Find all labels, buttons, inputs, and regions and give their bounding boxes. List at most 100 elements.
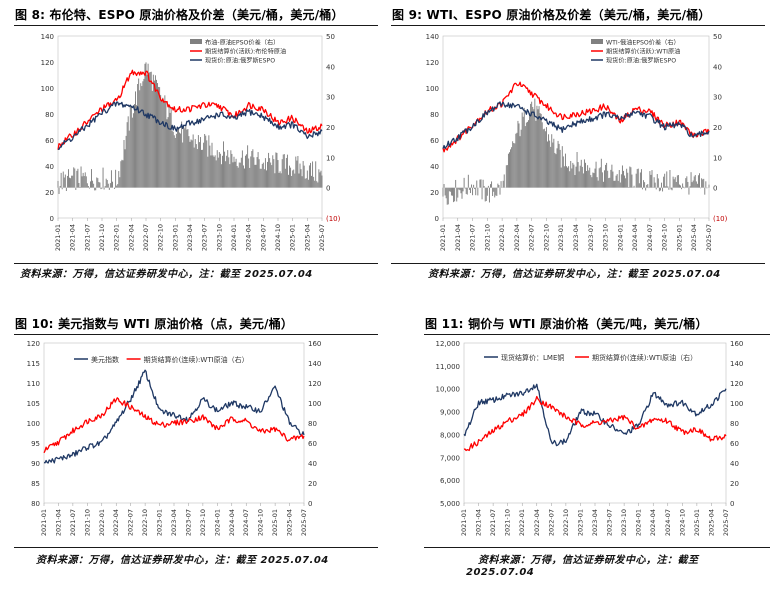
spread-bar [531, 101, 533, 188]
spread-bar [181, 121, 183, 188]
spread-bar [167, 117, 169, 188]
spread-bar [626, 168, 628, 188]
left-axis-tick-label: 120 [27, 340, 40, 348]
spread-bar [619, 182, 621, 188]
spread-bar [484, 187, 486, 202]
spread-bar [176, 127, 178, 188]
spread-bar [97, 178, 99, 188]
spread-bar [681, 187, 683, 190]
legend-label: 现货结算价：LME铜 [501, 353, 564, 362]
spread-bar [614, 180, 616, 188]
spread-bar [578, 171, 580, 188]
spread-bar [180, 133, 182, 188]
spread-bar [621, 165, 623, 188]
spread-bar [550, 146, 552, 188]
x-axis-tick-label: 2025-07 [300, 509, 308, 536]
spread-bar [255, 164, 257, 188]
spread-bar [198, 142, 200, 188]
spread-bar [182, 142, 184, 188]
spread-bar [256, 157, 258, 188]
spread-bar [595, 161, 597, 188]
x-axis-tick-label: 2023-01 [171, 224, 179, 251]
spread-bar [222, 155, 223, 188]
spread-bar [453, 187, 455, 203]
spread-bar [573, 164, 575, 188]
figure-8-chart: 0 20 40 60 80 100 120 140 (10) 0 10 20 30 40 50 2021-01… [41, 33, 341, 251]
figure-11-chart: 5,000 6,000 7,000 8,000 9,000 10,000 11,000 12,… [436, 340, 744, 536]
x-axis-tick-label: 2024-04 [649, 509, 657, 536]
right-axis-tick-label: 10 [713, 154, 722, 162]
x-axis-tick-label: 2023-10 [620, 509, 628, 536]
spread-bar [285, 157, 287, 188]
x-axis-tick-label: 2023-10 [199, 509, 207, 536]
spread-bar [158, 86, 160, 188]
figure-8-title-rule [14, 25, 378, 26]
x-axis-tick-label: 2022-07 [547, 509, 555, 536]
spread-bar [583, 159, 585, 188]
x-axis-tick-label: 2021-01 [439, 224, 447, 251]
right-axis-tick-label: 20 [308, 480, 317, 488]
left-axis-tick-label: 20 [430, 189, 439, 197]
spread-bar [509, 152, 510, 188]
spread-bar [655, 187, 657, 190]
spread-bar [245, 155, 246, 188]
x-axis-tick-label: 2025-07 [722, 509, 730, 536]
spread-bar [522, 116, 524, 188]
spread-bar [188, 136, 190, 188]
spread-bar [572, 162, 574, 188]
figure-8-bottom-rule [14, 263, 378, 264]
spread-bar [79, 187, 81, 188]
figure-10-title: 图 10: 美元指数与 WTI 原油价格（点，美元/桶） [15, 315, 293, 332]
spread-bar [108, 187, 110, 190]
spread-bar [526, 121, 528, 188]
spread-bar [585, 162, 586, 188]
spread-bar [303, 165, 305, 188]
x-axis-tick-label: 2025-01 [693, 509, 701, 536]
spread-bar [444, 187, 446, 196]
spread-bar [680, 185, 681, 188]
spread-bar [301, 176, 303, 188]
series-line [463, 395, 727, 452]
spread-bar [200, 137, 201, 188]
figure-9-source: 资料来源：万得，信达证券研发中心，注：截至 2025.07.04 [428, 269, 721, 280]
spread-bar [534, 98, 536, 188]
spread-bar [460, 187, 462, 194]
left-axis-tick-label: 120 [426, 59, 439, 67]
spread-bar [665, 186, 667, 188]
spread-bar [214, 155, 216, 188]
x-axis-tick-label: 2021-07 [469, 224, 477, 251]
spread-bar [625, 178, 627, 188]
spread-bar [66, 175, 68, 188]
spread-bar [704, 187, 706, 195]
x-axis-tick-label: 2022-01 [518, 509, 526, 536]
spread-bar [289, 165, 290, 188]
right-axis-tick-label: 0 [713, 185, 717, 193]
spread-bar [671, 187, 673, 191]
spread-bar [65, 187, 67, 192]
x-axis-tick-label: 2023-04 [572, 224, 580, 251]
spread-bar [288, 174, 289, 188]
spread-bar [678, 184, 680, 188]
spread-bar [117, 184, 119, 188]
spread-bar [112, 181, 113, 188]
spread-bar [216, 150, 218, 188]
left-axis-tick-label: 8,000 [440, 431, 460, 439]
figure-11-title: 图 11: 铜价与 WTI 原油价格（美元/吨，美元/桶） [425, 315, 708, 332]
x-axis-tick-label: 2024-01 [616, 224, 624, 251]
spread-bar [317, 182, 319, 188]
spread-bar [178, 128, 179, 188]
spread-bar [306, 170, 308, 188]
x-axis-tick-label: 2021-07 [83, 224, 91, 251]
spread-bar [165, 102, 167, 188]
x-axis-tick-label: 2024-07 [259, 224, 267, 251]
spread-bar [602, 181, 604, 188]
left-axis-tick-label: 85 [31, 480, 40, 488]
x-axis-tick-label: 2024-01 [230, 224, 238, 251]
spread-bar [515, 133, 517, 188]
spread-bar [474, 187, 476, 190]
right-axis-tick-label: 120 [730, 380, 743, 388]
spread-bar [321, 175, 323, 188]
spread-bar [123, 140, 125, 188]
spread-bar [59, 185, 61, 188]
spread-bar [150, 71, 152, 188]
